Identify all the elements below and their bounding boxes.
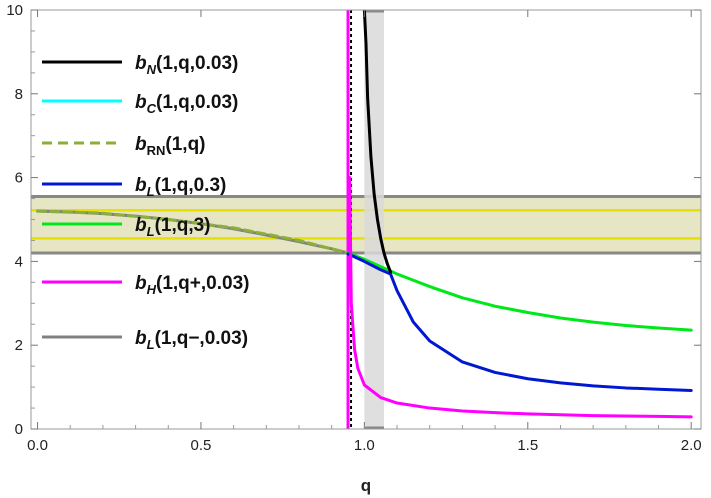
series-line-bL3 bbox=[346, 251, 693, 332]
legend-entry-bRN: bRN(1,q) bbox=[42, 134, 206, 158]
x-tick-label: 1.0 bbox=[354, 437, 375, 454]
x-tick-label: 0.0 bbox=[27, 437, 48, 454]
legend-entry-bL3: bL(1,q,3) bbox=[42, 215, 211, 239]
legend-label: bL(1,q,0.3) bbox=[135, 175, 226, 199]
legend-entry-bC: bC(1,q,0.03) bbox=[42, 92, 238, 116]
y-tick-label: 8 bbox=[15, 86, 23, 103]
y-tick-label: 4 bbox=[15, 253, 23, 270]
legend-label: bN(1,q,0.03) bbox=[135, 53, 238, 77]
legend-label: bH(1,q+,0.03) bbox=[135, 273, 249, 297]
x-tick-label: 2.0 bbox=[681, 437, 702, 454]
legend-entry-bN: bN(1,q,0.03) bbox=[42, 53, 238, 77]
y-tick-label: 2 bbox=[15, 337, 23, 354]
y-tick-label: 6 bbox=[15, 170, 23, 187]
legend-label: bRN(1,q) bbox=[135, 134, 206, 158]
series-line-bN bbox=[362, 10, 393, 274]
legend-entry-bH: bH(1,q+,0.03) bbox=[42, 273, 249, 297]
y-tick-label: 10 bbox=[6, 2, 23, 19]
x-tick-label: 0.5 bbox=[191, 437, 212, 454]
x-tick-label: 1.5 bbox=[517, 437, 538, 454]
y-tick-label: 0 bbox=[15, 421, 23, 438]
series-line-bRN bbox=[36, 209, 350, 255]
series-line-bL03 bbox=[346, 252, 693, 392]
series-line-bH bbox=[348, 176, 693, 419]
legend-label: bL(1,q,3) bbox=[135, 215, 211, 239]
legend-entry-bLminus: bL(1,q−,0.03) bbox=[42, 328, 248, 352]
legend-label: bC(1,q,0.03) bbox=[135, 92, 238, 116]
x-axis-label: q bbox=[361, 476, 371, 495]
legend-entry-bL03: bL(1,q,0.3) bbox=[42, 175, 226, 199]
legend-label: bL(1,q−,0.03) bbox=[135, 328, 248, 352]
